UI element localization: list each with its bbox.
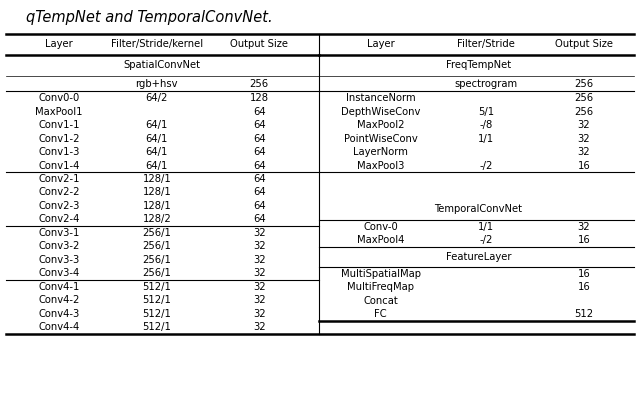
Text: 256: 256 [575,93,593,103]
Text: FreqTempNet: FreqTempNet [446,60,511,70]
Text: Layer: Layer [45,39,73,50]
Text: spectrogram: spectrogram [455,78,518,89]
Text: Conv4-3: Conv4-3 [38,308,80,319]
Text: Conv2-1: Conv2-1 [38,174,80,184]
Text: 64: 64 [253,107,266,117]
Text: 128/1: 128/1 [143,187,171,198]
Text: 128/1: 128/1 [143,201,171,211]
Text: Output Size: Output Size [230,39,288,50]
Text: TemporalConvNet: TemporalConvNet [435,204,522,215]
Text: 64: 64 [253,147,266,157]
Text: 64: 64 [253,174,266,184]
Text: LayerNorm: LayerNorm [353,147,408,157]
Text: Conv3-3: Conv3-3 [38,255,80,265]
Text: InstanceNorm: InstanceNorm [346,93,415,103]
Text: 64/1: 64/1 [146,160,168,171]
Text: 256/1: 256/1 [142,268,172,278]
Text: 32: 32 [253,282,266,292]
Text: Conv1-1: Conv1-1 [38,120,80,130]
Text: DepthWiseConv: DepthWiseConv [341,107,420,117]
Text: Conv-0: Conv-0 [364,221,398,232]
Text: 512/1: 512/1 [142,322,172,332]
Text: Output Size: Output Size [555,39,613,50]
Text: Conv2-4: Conv2-4 [38,214,80,225]
Text: qTempNet and TemporalConvNet.: qTempNet and TemporalConvNet. [26,10,272,25]
Text: 64/1: 64/1 [146,133,168,144]
Text: 16: 16 [578,269,590,279]
Text: 128/2: 128/2 [143,214,171,225]
Text: 1/1: 1/1 [478,221,495,232]
Text: Conv3-2: Conv3-2 [38,241,80,251]
Text: MaxPool2: MaxPool2 [357,120,404,130]
Text: FeatureLayer: FeatureLayer [445,252,511,262]
Text: 16: 16 [578,160,590,171]
Text: 64: 64 [253,160,266,171]
Text: Conv1-2: Conv1-2 [38,133,80,144]
Text: 64/2: 64/2 [146,93,168,103]
Text: 64: 64 [253,214,266,225]
Text: 64: 64 [253,187,266,198]
Text: 256: 256 [575,78,593,89]
Text: 1/1: 1/1 [478,133,495,144]
Text: 128/1: 128/1 [143,174,171,184]
Text: Conv4-4: Conv4-4 [38,322,80,332]
Text: Conv2-3: Conv2-3 [38,201,80,211]
Text: Conv4-1: Conv4-1 [38,282,80,292]
Text: PointWiseConv: PointWiseConv [344,133,418,144]
Text: 512/1: 512/1 [142,295,172,305]
Text: -/8: -/8 [480,120,493,130]
Text: 64: 64 [253,133,266,144]
Text: Conv1-3: Conv1-3 [38,147,80,157]
Text: -/2: -/2 [480,160,493,171]
Text: 16: 16 [578,235,590,245]
Text: 32: 32 [578,221,590,232]
Text: 256: 256 [575,107,593,117]
Text: 32: 32 [253,255,266,265]
Text: 5/1: 5/1 [478,107,495,117]
Text: 16: 16 [578,282,590,293]
Text: 64/1: 64/1 [146,147,168,157]
Text: Conv2-2: Conv2-2 [38,187,80,198]
Text: Filter/Stride/kernel: Filter/Stride/kernel [111,39,203,50]
Text: 256/1: 256/1 [142,255,172,265]
Text: 256/1: 256/1 [142,241,172,251]
Text: Layer: Layer [367,39,395,50]
Text: MultiSpatialMap: MultiSpatialMap [340,269,421,279]
Text: 32: 32 [253,228,266,238]
Text: 32: 32 [253,308,266,319]
Text: Concat: Concat [364,296,398,306]
Text: 32: 32 [253,268,266,278]
Text: 512/1: 512/1 [142,282,172,292]
Text: 512/1: 512/1 [142,308,172,319]
Text: 32: 32 [578,147,590,157]
Text: Filter/Stride: Filter/Stride [458,39,515,50]
Text: MultiFreqMap: MultiFreqMap [348,282,414,293]
Text: 256/1: 256/1 [142,228,172,238]
Text: SpatialConvNet: SpatialConvNet [123,60,200,70]
Text: 64: 64 [253,201,266,211]
Text: MaxPool3: MaxPool3 [357,160,404,171]
Text: 32: 32 [253,322,266,332]
Text: Conv4-2: Conv4-2 [38,295,80,305]
Text: Conv3-4: Conv3-4 [38,268,80,278]
Text: MaxPool1: MaxPool1 [35,107,83,117]
Text: Conv0-0: Conv0-0 [38,93,80,103]
Text: Conv1-4: Conv1-4 [38,160,80,171]
Text: MaxPool4: MaxPool4 [357,235,404,245]
Text: -/2: -/2 [480,235,493,245]
Text: 128: 128 [250,93,269,103]
Text: 512: 512 [575,309,593,320]
Text: 32: 32 [578,133,590,144]
Text: FC: FC [374,309,387,320]
Text: 256: 256 [250,78,269,89]
Text: 64/1: 64/1 [146,120,168,130]
Text: rgb+hsv: rgb+hsv [136,78,178,89]
Text: 32: 32 [578,120,590,130]
Text: 32: 32 [253,295,266,305]
Text: Conv3-1: Conv3-1 [38,228,80,238]
Text: 64: 64 [253,120,266,130]
Text: 32: 32 [253,241,266,251]
